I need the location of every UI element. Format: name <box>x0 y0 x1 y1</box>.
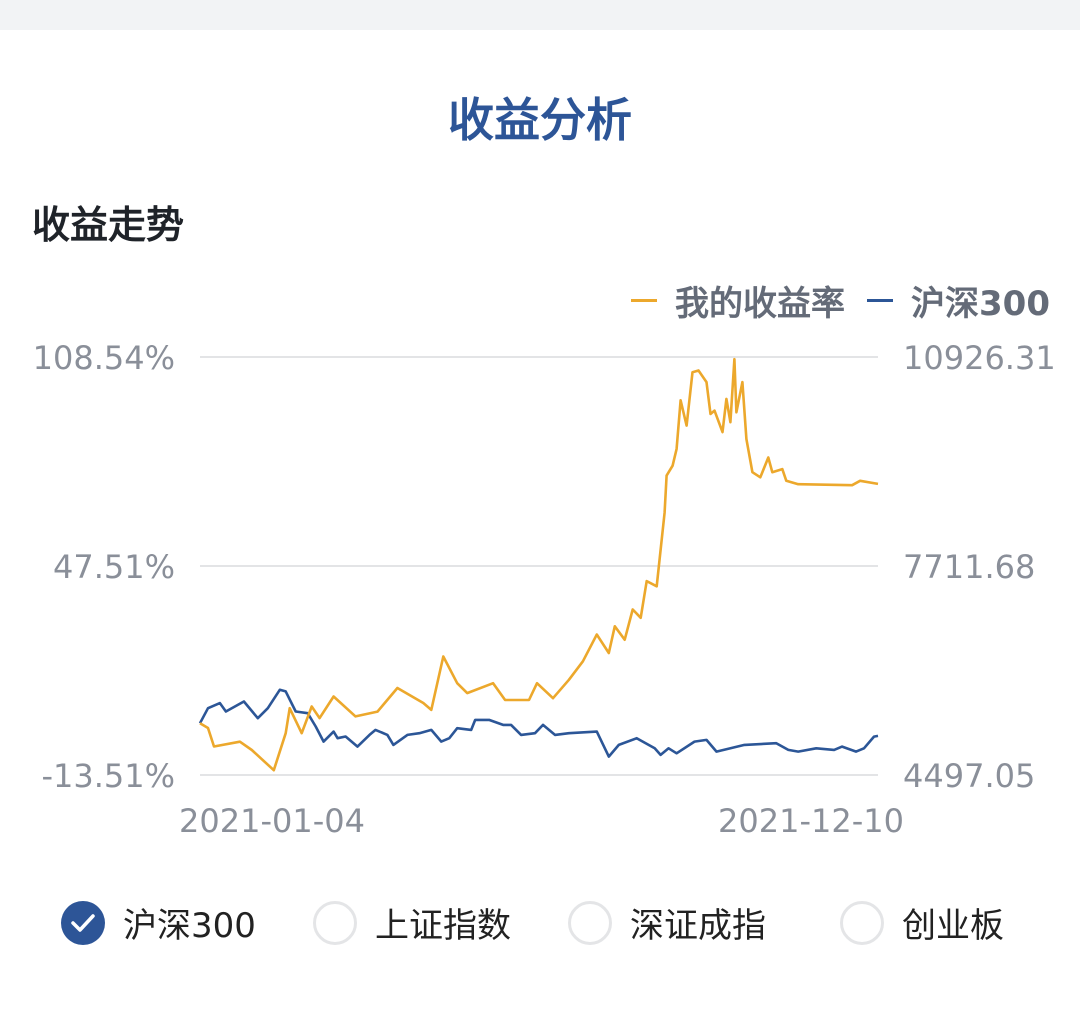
option-label: 沪深300 <box>123 906 256 946</box>
right-axis-tick: 7711.68 <box>903 548 1035 586</box>
page-title: 收益分析 <box>448 93 632 147</box>
option-sse-index[interactable]: 上证指数 <box>313 898 511 947</box>
option-label: 创业板 <box>902 906 1004 946</box>
checkbox-unchecked[interactable] <box>568 900 612 945</box>
right-axis-tick: 10926.31 <box>903 339 1056 377</box>
legend-swatch-my-return <box>631 299 658 302</box>
option-szse-component[interactable]: 深证成指 <box>568 898 766 947</box>
x-axis-tick: 2021-12-10 <box>718 802 904 840</box>
chart-legend: 我的收益率 沪深300 <box>623 276 1050 325</box>
benchmark-options: 沪深300 上证指数 深证成指 创业板 <box>0 898 1080 958</box>
section-title: 收益走势 <box>32 203 185 247</box>
checkbox-checked[interactable] <box>61 900 105 945</box>
line-chart: 108.54% 10926.31 47.51% 7711.68 -13.51% 4497.… <box>33 339 1056 840</box>
x-axis-tick: 2021-01-04 <box>179 802 365 840</box>
my-return-line <box>199 357 879 772</box>
option-chinext[interactable]: 创业板 <box>840 898 1004 947</box>
right-axis-tick: 4497.05 <box>903 757 1035 795</box>
left-axis-tick: -13.51% <box>41 757 175 795</box>
option-label: 上证指数 <box>375 906 511 946</box>
legend-swatch-csi300 <box>867 299 894 302</box>
check-icon <box>71 913 95 932</box>
checkbox-unchecked[interactable] <box>313 900 357 945</box>
legend-label-csi300: 沪深300 <box>911 284 1050 324</box>
checkbox-unchecked[interactable] <box>840 900 884 945</box>
csi300-line <box>198 688 879 758</box>
left-axis-tick: 108.54% <box>33 339 175 377</box>
legend-label-my-return: 我的收益率 <box>675 284 846 324</box>
left-axis-tick: 47.51% <box>53 548 175 586</box>
top-bar <box>0 0 1080 30</box>
option-csi300[interactable]: 沪深300 <box>61 898 256 947</box>
option-label: 深证成指 <box>630 906 766 946</box>
